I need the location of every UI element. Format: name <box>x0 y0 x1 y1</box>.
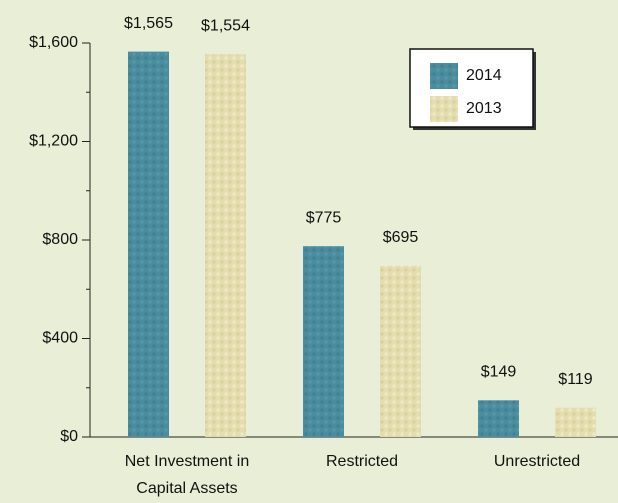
x-tick-label: Net Investment in Capital Assets <box>124 453 250 497</box>
y-tick-label: $0 <box>60 428 78 445</box>
data-label: $695 <box>383 229 419 246</box>
y-tick-label: $1,200 <box>29 133 78 150</box>
bar <box>380 265 421 437</box>
y-tick-label: $800 <box>42 231 78 248</box>
legend-label: 2013 <box>466 100 502 117</box>
bar <box>128 51 169 438</box>
bar <box>303 246 344 437</box>
y-tick-label: $1,600 <box>29 34 78 51</box>
legend-swatch <box>430 63 458 89</box>
bar <box>205 54 246 437</box>
bar <box>555 407 596 437</box>
x-tick-label: Unrestricted <box>493 453 581 470</box>
legend-swatch <box>430 96 458 122</box>
legend-label: 2014 <box>466 67 502 84</box>
data-label: $119 <box>558 371 593 388</box>
data-label: $1,565 <box>124 15 173 32</box>
data-label: $775 <box>306 209 342 226</box>
bar <box>478 400 519 437</box>
data-label: $1,554 <box>201 18 250 35</box>
data-label: $149 <box>481 364 517 381</box>
x-tick-label: Restricted <box>325 453 399 470</box>
y-tick-label: $400 <box>42 330 78 347</box>
